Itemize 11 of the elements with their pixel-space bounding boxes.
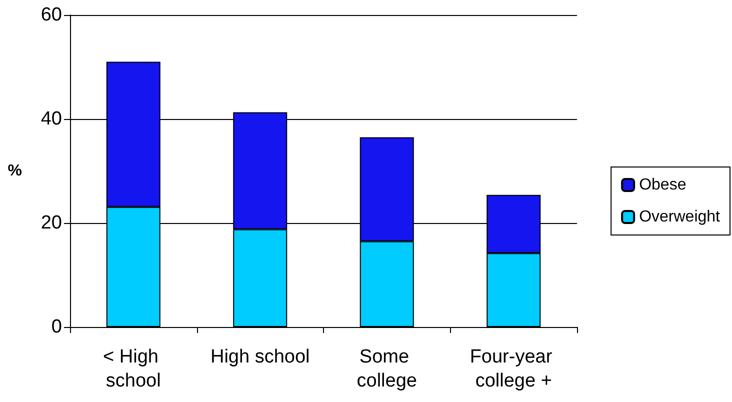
x-tick-label: High school xyxy=(210,346,310,368)
legend-label: Overweight xyxy=(639,208,721,226)
legend-label: Obese xyxy=(639,176,686,194)
y-tick-label: 40 xyxy=(40,108,62,130)
x-tick-label: Some college xyxy=(356,346,417,392)
y-axis-title: % xyxy=(8,162,22,180)
y-tick-label: 20 xyxy=(40,212,62,234)
x-tick-label: < High school xyxy=(103,346,164,392)
y-tick-label: 60 xyxy=(40,4,62,26)
y-tick-label: 0 xyxy=(51,316,62,338)
x-tick-label: Four-year college + xyxy=(470,346,558,392)
